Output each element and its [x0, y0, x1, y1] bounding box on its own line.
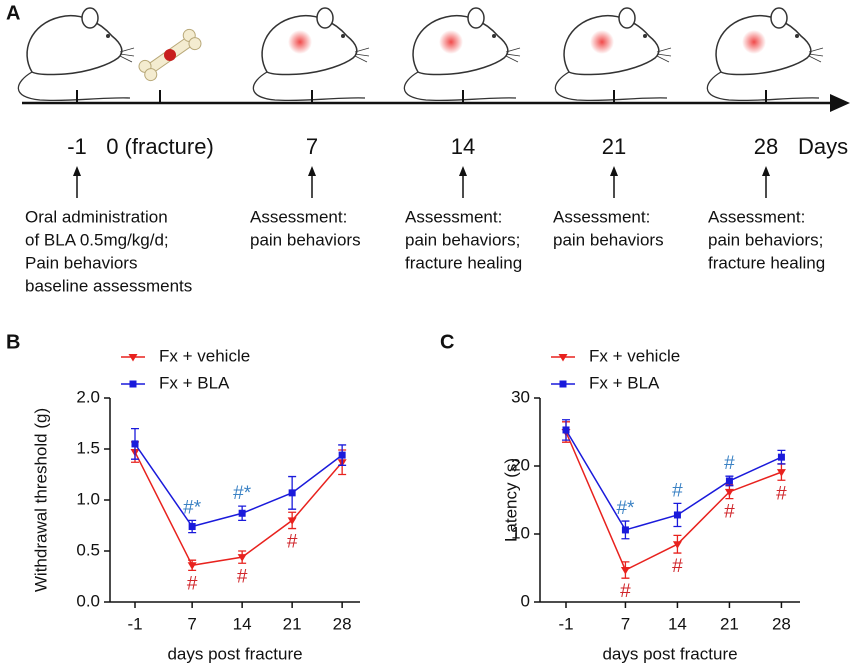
legend-label: Fx + vehicle — [589, 346, 680, 365]
timeline-arrowhead — [308, 166, 316, 176]
marker — [777, 453, 785, 461]
x-axis-label: days post fracture — [167, 644, 302, 663]
marker — [188, 523, 196, 531]
annotation: # — [724, 502, 735, 523]
timeline-description: pain behaviors; — [708, 230, 823, 249]
annotation: # — [776, 483, 787, 504]
timeline-label: 7 — [306, 134, 318, 159]
x-tick-label: 28 — [333, 614, 352, 633]
timeline-description: Pain behaviors — [25, 253, 137, 272]
timeline-icons — [17, 7, 824, 102]
timeline-label: 21 — [602, 134, 626, 159]
timeline-arrowhead — [610, 166, 618, 176]
x-tick-label: 21 — [720, 614, 739, 633]
marker — [673, 511, 681, 519]
annotation: # — [724, 453, 735, 474]
timeline-description: Assessment: — [553, 207, 650, 226]
y-tick-label: 10 — [511, 523, 530, 542]
timeline-description: of BLA 0.5mg/kg/d; — [25, 230, 169, 249]
timeline-description: pain behaviors; — [405, 230, 520, 249]
x-tick-label: 7 — [187, 614, 196, 633]
timeline-description: Oral administration — [25, 207, 168, 226]
timeline-label: -1 — [67, 134, 87, 159]
marker — [287, 517, 297, 525]
x-tick-label: 14 — [233, 614, 252, 633]
timeline-description: Assessment: — [708, 207, 805, 226]
timeline-description: fracture healing — [708, 253, 825, 272]
legend-marker — [558, 354, 568, 362]
timeline-description: pain behaviors — [250, 230, 361, 249]
marker — [131, 440, 139, 448]
y-tick-label: 0 — [521, 591, 530, 610]
y-axis-label: Latency (s) — [501, 458, 520, 542]
timeline-description: fracture healing — [405, 253, 522, 272]
legend-marker — [128, 354, 138, 362]
x-axis-label: days post fracture — [602, 644, 737, 663]
marker — [237, 554, 247, 562]
marker — [620, 567, 630, 575]
timeline-points: -1 Oral administration of BLA 0.5mg/kg/d; P… — [25, 90, 825, 295]
annotation: # — [620, 581, 631, 602]
x-tick-label: -1 — [127, 614, 142, 633]
annotation: #* — [183, 497, 202, 518]
legend-label: Fx + BLA — [589, 373, 660, 392]
y-tick-label: 30 — [511, 387, 530, 406]
timeline-description: Assessment: — [250, 207, 347, 226]
y-tick-label: 1.5 — [76, 438, 100, 457]
annotation: #* — [233, 483, 252, 504]
annotation: # — [187, 573, 198, 594]
timeline-description: pain behaviors — [553, 230, 664, 249]
panel-label: A — [6, 2, 20, 24]
x-tick-label: -1 — [558, 614, 573, 633]
series-line — [134, 451, 343, 567]
marker — [562, 426, 570, 434]
timeline-label: 0 (fracture) — [106, 134, 214, 159]
y-axis-label: Withdrawal threshold (g) — [31, 408, 50, 592]
timeline-description: baseline assessments — [25, 276, 192, 295]
marker — [338, 451, 346, 459]
marker — [288, 489, 296, 497]
x-tick-label: 28 — [772, 614, 791, 633]
marker — [672, 541, 682, 549]
timeline-arrowhead — [459, 166, 467, 176]
marker — [621, 526, 629, 534]
legend-marker — [129, 380, 137, 388]
x-tick-label: 21 — [283, 614, 302, 633]
y-tick-label: 0.5 — [76, 540, 100, 559]
legend-marker — [559, 380, 567, 388]
annotation: # — [237, 566, 248, 587]
x-tick-label: 14 — [668, 614, 687, 633]
timeline-axis — [22, 94, 850, 112]
timeline-arrowhead — [73, 166, 81, 176]
marker — [238, 509, 246, 517]
annotation: # — [287, 532, 298, 553]
annotation: # — [672, 480, 683, 501]
annotation: #* — [616, 498, 635, 519]
y-tick-label: 0.0 — [76, 591, 100, 610]
timeline-label: 28 — [754, 134, 778, 159]
legend-label: Fx + vehicle — [159, 346, 250, 365]
y-tick-label: 1.0 — [76, 489, 100, 508]
marker — [776, 469, 786, 477]
y-tick-label: 20 — [511, 455, 530, 474]
timeline-unit: Days — [798, 134, 848, 159]
y-tick-label: 2.0 — [76, 387, 100, 406]
marker — [187, 562, 197, 570]
panel-label: B — [6, 331, 20, 353]
marker — [724, 488, 734, 497]
x-tick-label: 7 — [621, 614, 630, 633]
annotation: # — [672, 556, 683, 577]
timeline-arrowhead — [762, 166, 770, 176]
timeline-description: Assessment: — [405, 207, 502, 226]
marker — [725, 477, 733, 485]
timeline-label: 14 — [451, 134, 475, 159]
panel-label: C — [440, 331, 454, 353]
legend-label: Fx + BLA — [159, 373, 230, 392]
